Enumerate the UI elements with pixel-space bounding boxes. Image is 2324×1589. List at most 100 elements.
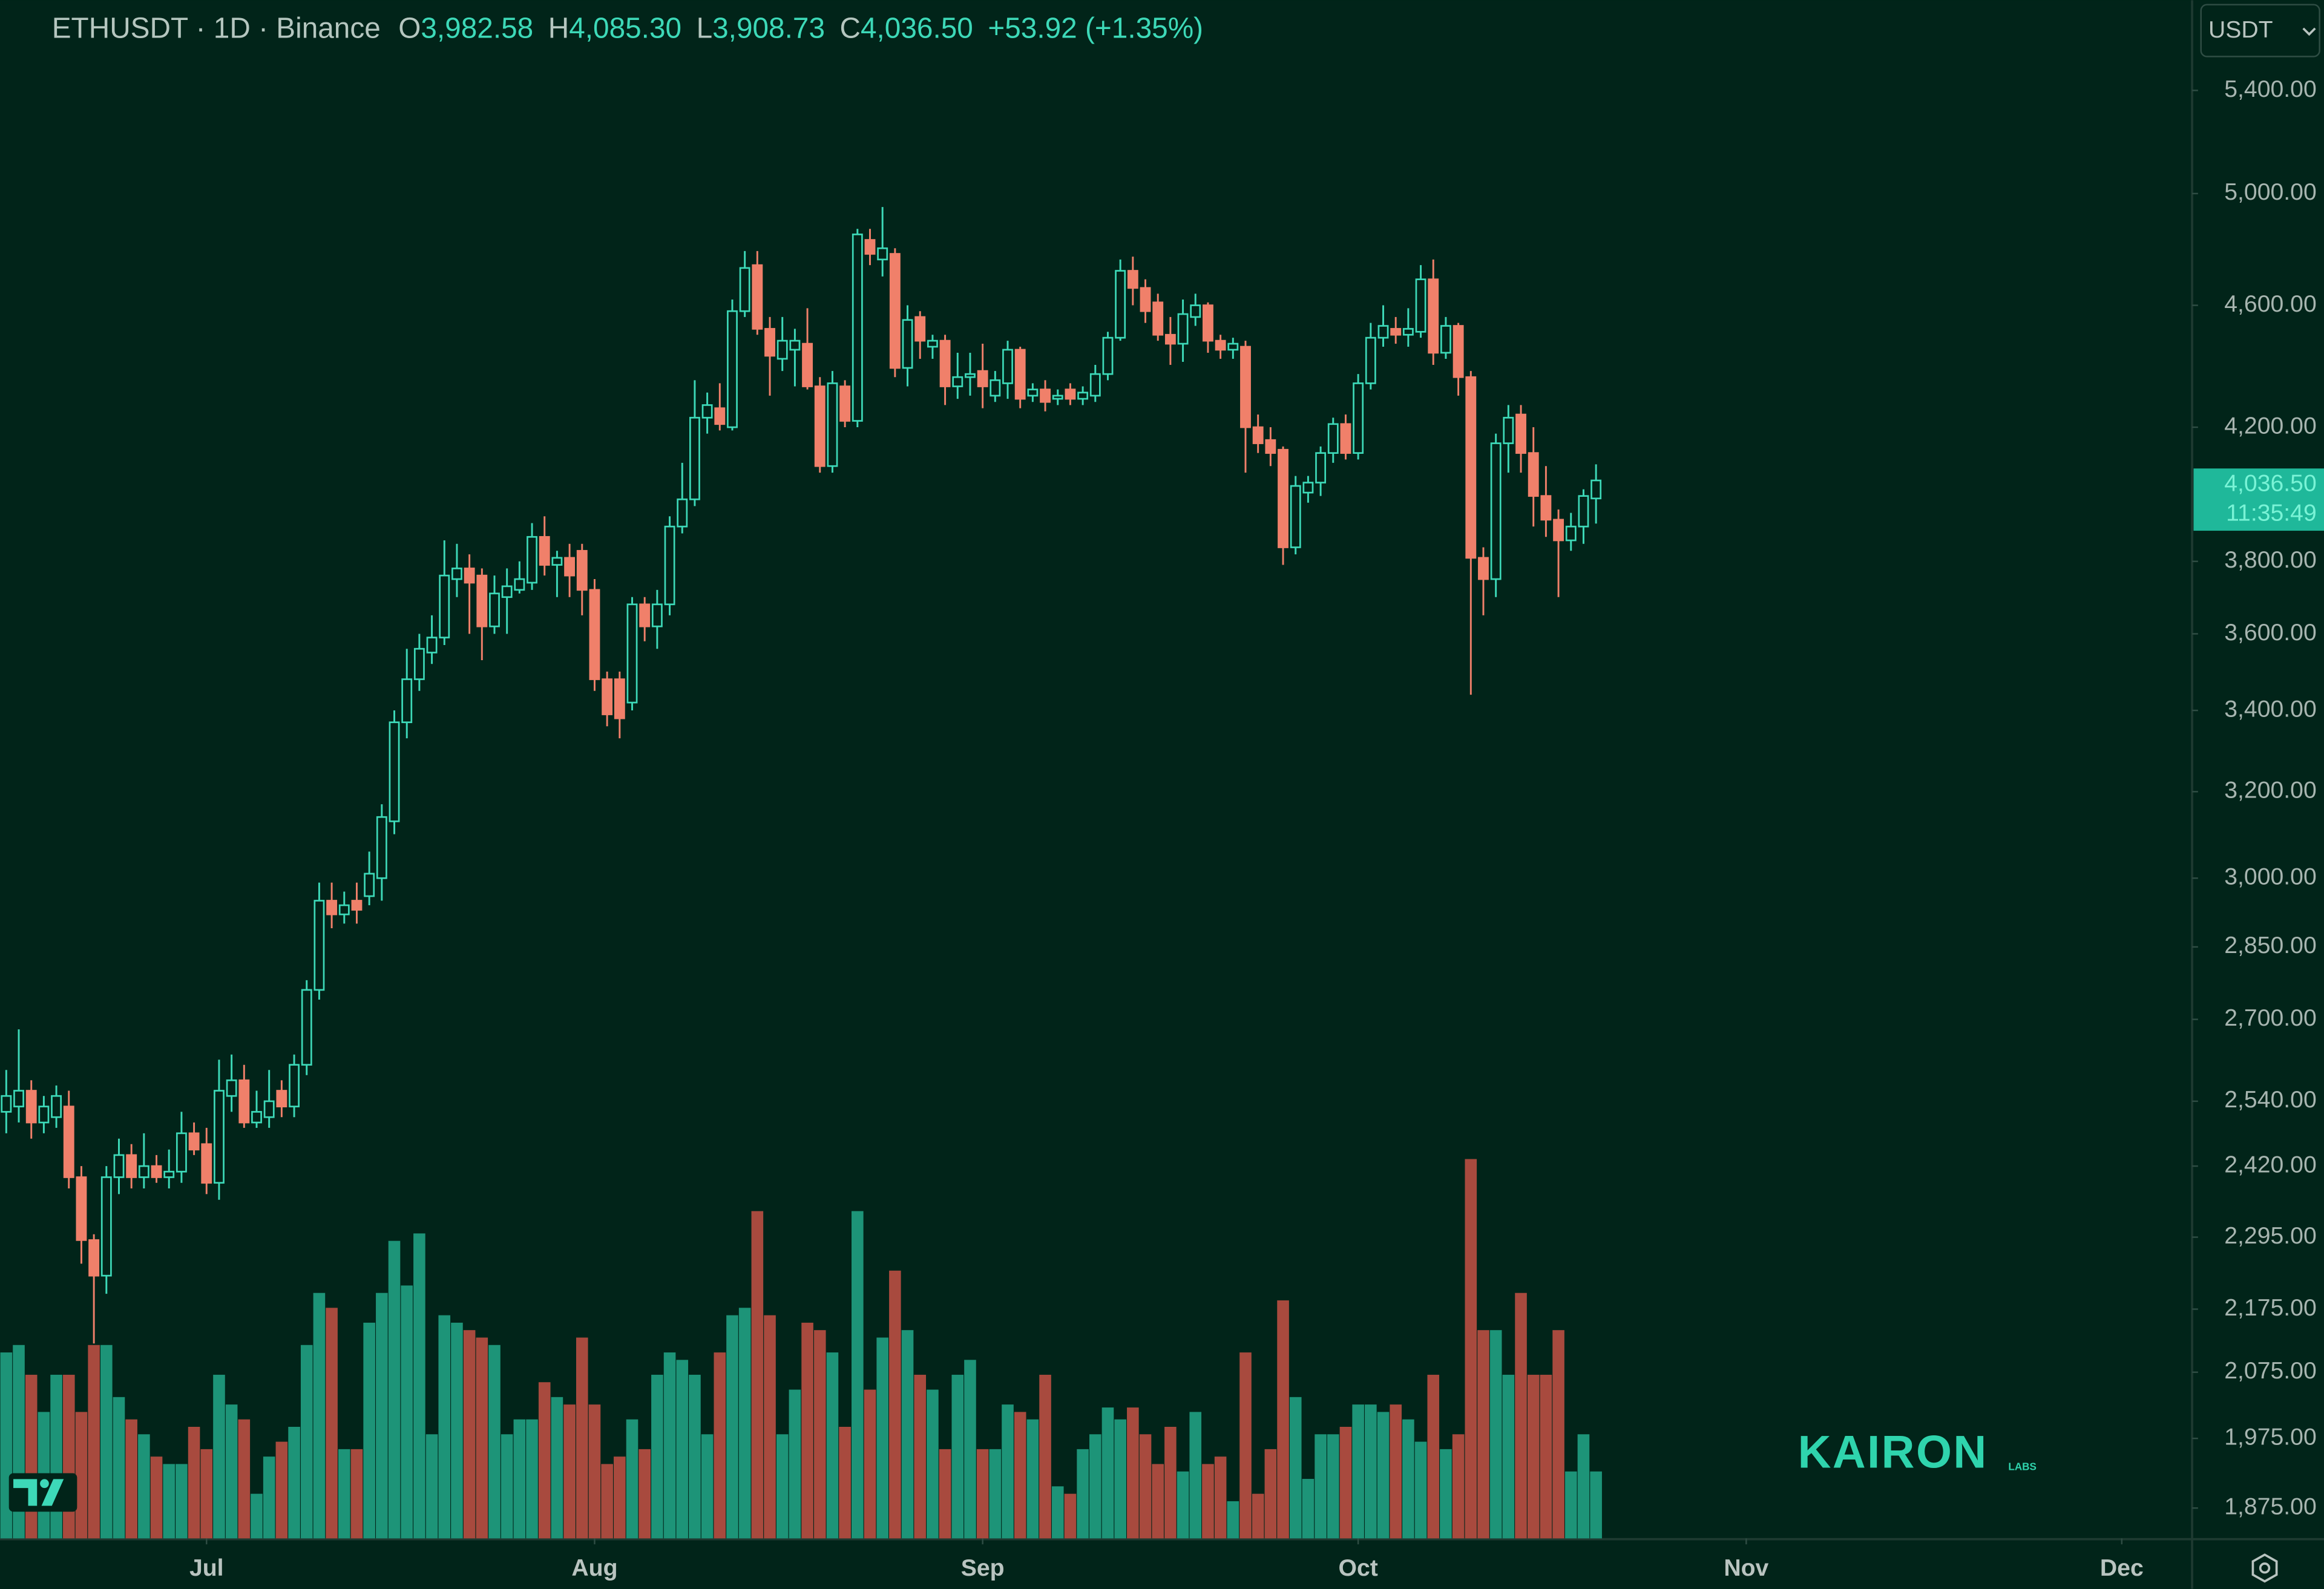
candle-body (1415, 278, 1426, 333)
volume-bar (927, 1389, 939, 1539)
volume-bar (1152, 1464, 1164, 1539)
candle-body (1515, 413, 1526, 454)
candle-body (76, 1176, 87, 1241)
candle-body (401, 678, 413, 724)
y-tick-label: 4,200.00 (2224, 413, 2316, 439)
candle-body (814, 385, 826, 467)
candle-body (965, 373, 976, 378)
volume-bar (176, 1464, 188, 1539)
candle-body (351, 900, 363, 911)
candle-body (602, 678, 613, 715)
volume-bar (200, 1449, 213, 1539)
currency-button[interactable] (2200, 4, 2320, 57)
legend-value: 3,982.58 (421, 12, 533, 44)
volume-bar (939, 1449, 951, 1539)
candle-body (889, 253, 901, 369)
y-tick-label: 1,975.00 (2224, 1424, 2316, 1450)
y-tick-label: 1,875.00 (2224, 1494, 2316, 1520)
volume-bar (964, 1360, 976, 1539)
candle-body (1365, 336, 1376, 384)
volume-bar (1515, 1292, 1527, 1539)
x-tick-label: Sep (961, 1555, 1005, 1581)
volume-bar (1339, 1426, 1352, 1539)
volume-bar (1026, 1419, 1039, 1539)
y-tick-label: 4,600.00 (2224, 291, 2316, 317)
volume-bar (776, 1434, 789, 1539)
candle-body (364, 873, 375, 897)
candle-body (1052, 395, 1063, 400)
volume-bar (488, 1345, 501, 1539)
volume-bar (1377, 1412, 1390, 1539)
y-tick-label: 2,420.00 (2224, 1152, 2316, 1178)
volume-bar (876, 1337, 888, 1539)
volume-bar (1014, 1412, 1026, 1539)
volume-bar (225, 1404, 238, 1539)
volume-bar (1264, 1449, 1277, 1539)
volume-bar (288, 1426, 300, 1539)
candle-body (63, 1106, 74, 1178)
y-tick-label: 2,175.00 (2224, 1295, 2316, 1321)
volume-bar (213, 1374, 225, 1539)
watermark: KAIRON (1798, 1426, 1988, 1478)
volume-bar (338, 1449, 350, 1539)
tradingview-logo (8, 1473, 77, 1512)
axes-layer: 5,400.00 5,000.00 4,600.00 4,200.00 3,800.00… (189, 76, 2317, 1581)
volume-bar (951, 1374, 964, 1539)
volume-bar (663, 1352, 676, 1539)
candle-body (1215, 339, 1226, 351)
volume-bar (689, 1374, 701, 1539)
volume-bar (1002, 1404, 1014, 1539)
x-tick-label: Nov (1724, 1555, 1768, 1581)
volume-bar (100, 1345, 113, 1539)
volume-bar (751, 1211, 764, 1539)
volume-bar (1239, 1352, 1252, 1539)
volume-bar (188, 1426, 200, 1539)
candle-body (1565, 525, 1577, 542)
candle-body (902, 319, 913, 369)
candle-body (489, 592, 500, 627)
volume-bar (1414, 1441, 1427, 1539)
volume-bar (852, 1211, 864, 1539)
volume-bar (1114, 1419, 1126, 1539)
candle-body (1578, 495, 1589, 528)
candle-body (1452, 325, 1464, 378)
volume-bar (563, 1404, 576, 1539)
candle-body (100, 1176, 112, 1277)
volume-bar (1127, 1407, 1139, 1539)
candle-body (701, 404, 713, 419)
currency-label[interactable]: USDT (2208, 17, 2273, 43)
candle-body (1, 1095, 12, 1113)
currency-chevron (2302, 27, 2316, 36)
volume-bar (889, 1270, 901, 1539)
volume-bar (914, 1374, 927, 1539)
candle-body (201, 1143, 212, 1184)
y-tick-label: 2,075.00 (2224, 1358, 2316, 1384)
candle-body (1140, 287, 1151, 312)
candle-body (1227, 342, 1239, 351)
volume-bar (764, 1315, 776, 1539)
candle-body (1290, 485, 1301, 548)
volume-bar (538, 1382, 551, 1539)
volume-bar (726, 1315, 738, 1539)
volume-bar (1402, 1419, 1414, 1539)
volume-bar (125, 1419, 137, 1539)
volume-bar (526, 1419, 538, 1539)
settings-icon[interactable] (2251, 1553, 2278, 1583)
candle-layer (1, 207, 1602, 1344)
volume-bar (1039, 1374, 1051, 1539)
legend-key: O (398, 12, 421, 44)
candle-body (1340, 423, 1351, 454)
watermark-sub: LABS (2008, 1460, 2037, 1472)
volume-bar (1390, 1404, 1402, 1539)
volume-bar (363, 1322, 375, 1539)
candle-body (1528, 452, 1539, 497)
candle-body (1177, 313, 1189, 345)
volume-bar (350, 1449, 363, 1539)
candle-body (852, 233, 863, 422)
candle-body (501, 585, 513, 598)
candle-body (776, 339, 788, 360)
candle-body (1440, 325, 1451, 354)
candle-body (1115, 270, 1126, 339)
